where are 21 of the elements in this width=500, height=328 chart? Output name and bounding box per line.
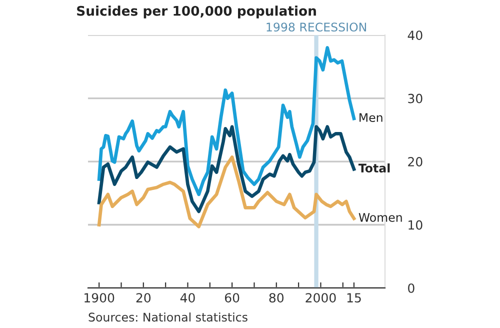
x-tick-label: 40 (180, 293, 195, 303)
y-tick-label: 40 (408, 30, 422, 40)
line-series (97, 46, 356, 196)
source-note: Sources: National statistics (88, 312, 248, 322)
x-tick-label: 80 (269, 293, 284, 303)
y-tick-label: 0 (408, 283, 414, 293)
y-tick-label: 10 (408, 220, 422, 230)
x-tick-label: 60 (224, 293, 240, 303)
y-tick-label: 20 (408, 157, 422, 166)
series-label: Men (360, 113, 382, 122)
line-series (97, 125, 356, 214)
ref-line-label: 1998 RECESSION (266, 22, 366, 32)
x-tick-label: 15 (347, 293, 361, 303)
series-label: Total (358, 163, 390, 173)
x-tick-label: 1900 (84, 293, 114, 303)
y-tick-label: 30 (408, 94, 422, 104)
x-tick-label: 2000 (306, 293, 336, 303)
series-label: Women (358, 213, 402, 222)
line-series (97, 155, 356, 228)
chart-title: Suicides per 100,000 population (77, 6, 316, 18)
x-tick-label: 20 (136, 293, 151, 303)
